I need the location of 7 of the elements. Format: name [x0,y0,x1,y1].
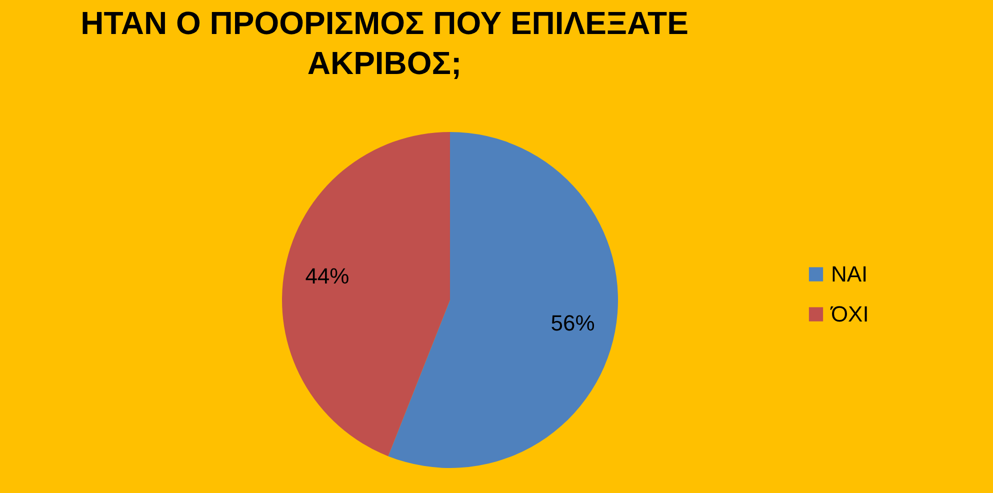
legend-label: ΝΑΙ [831,261,868,286]
legend-label: ΌΧΙ [830,301,869,326]
chart-title: ΗΤΑΝ Ο ΠΡΟΟΡΙΣΜΟΣ ΠΟΥ ΕΠΙΛΕΞΑΤΕ ΑΚΡΙΒΟΣ; [80,5,688,81]
data-label: 44% [305,264,350,289]
pie-slice [388,132,618,468]
data-label: 56% [550,310,595,336]
pie-slice [282,132,450,456]
